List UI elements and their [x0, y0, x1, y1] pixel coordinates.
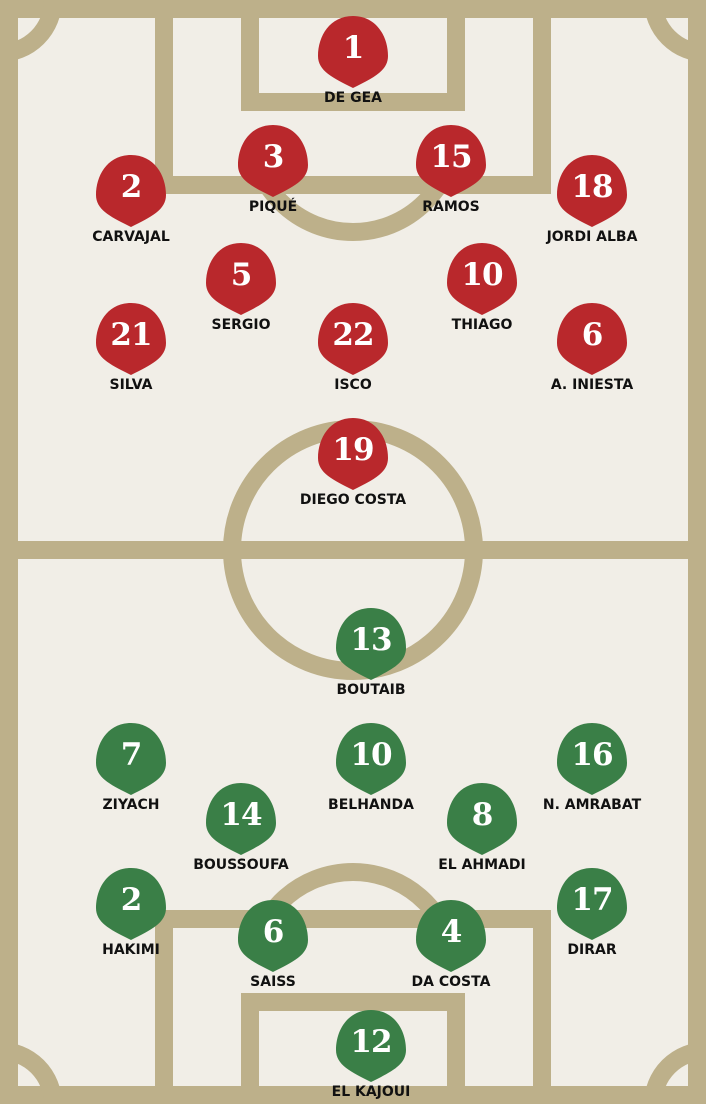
player-name: BOUSSOUFA: [193, 857, 289, 873]
player-name: SILVA: [109, 377, 153, 393]
player-number: 10: [350, 737, 392, 773]
top-penalty-box: [155, 0, 551, 194]
player-name: ISCO: [334, 377, 372, 393]
player-number: 6: [581, 317, 604, 353]
player-number: 2: [120, 882, 143, 918]
shirt-badge-icon: 15: [416, 125, 486, 197]
shirt-badge-icon: 6: [557, 303, 627, 375]
bottom-goal-box: [241, 993, 465, 1104]
shirt-badge-icon: 10: [447, 243, 517, 315]
shirt-badge-icon: 10: [336, 723, 406, 795]
player-name: THIAGO: [451, 317, 513, 333]
bottom-penalty-arc: [262, 863, 444, 910]
player-name: SERGIO: [211, 317, 271, 333]
shirt-badge-icon: 21: [96, 303, 166, 375]
player-number: 13: [350, 622, 392, 658]
player-number: 14: [220, 797, 262, 833]
player-number: 17: [571, 882, 613, 918]
player-name: EL KAJOUI: [331, 1084, 411, 1100]
player-name: JORDI ALBA: [546, 229, 638, 245]
player-number: 10: [461, 257, 503, 293]
shirt-badge-icon: 12: [336, 1010, 406, 1082]
player-name: DA COSTA: [411, 974, 491, 990]
player-number: 4: [440, 914, 463, 950]
player-name: DIEGO COSTA: [299, 492, 407, 508]
player-number: 22: [332, 317, 374, 353]
player-number: 7: [120, 737, 143, 773]
bottom-penalty-box: [155, 910, 551, 1104]
player-number: 15: [430, 139, 472, 175]
top-goal-box: [241, 0, 465, 111]
shirt-badge-icon: 18: [557, 155, 627, 227]
shirt-badge-icon: 19: [318, 418, 388, 490]
player-name: ZIYACH: [102, 797, 160, 813]
shirt-badge-icon: 7: [96, 723, 166, 795]
shirt-badge-icon: 8: [447, 783, 517, 855]
player-name: BELHANDA: [328, 797, 414, 813]
player-number: 12: [350, 1024, 392, 1060]
player-name: RAMOS: [422, 199, 480, 215]
shirt-badge-icon: 17: [557, 868, 627, 940]
player-name: N. AMRABAT: [542, 797, 642, 813]
player-number: 5: [230, 257, 253, 293]
player-number: 16: [571, 737, 613, 773]
shirt-badge-icon: 2: [96, 155, 166, 227]
shirt-badge-icon: 13: [336, 608, 406, 680]
player-number: 2: [120, 169, 143, 205]
player-number: 3: [262, 139, 285, 175]
player-number: 1: [342, 30, 365, 66]
player-name: EL AHMADI: [438, 857, 526, 873]
player-name: SAISS: [250, 974, 296, 990]
shirt-badge-icon: 1: [318, 16, 388, 88]
player-name: DE GEA: [324, 90, 382, 106]
shirt-badge-icon: 4: [416, 900, 486, 972]
player-name: DIRAR: [567, 942, 617, 958]
shirt-badge-icon: 3: [238, 125, 308, 197]
player-number: 21: [110, 317, 152, 353]
top-penalty-arc: [262, 194, 444, 241]
player-name: CARVAJAL: [92, 229, 170, 245]
shirt-badge-icon: 14: [206, 783, 276, 855]
player-number: 19: [332, 432, 374, 468]
shirt-badge-icon: 22: [318, 303, 388, 375]
player-name: BOUTAIB: [336, 682, 406, 698]
player-number: 18: [571, 169, 613, 205]
shirt-badge-icon: 16: [557, 723, 627, 795]
player-name: HAKIMI: [102, 942, 160, 958]
shirt-badge-icon: 5: [206, 243, 276, 315]
player-name: PIQUÉ: [248, 199, 298, 215]
player-number: 6: [262, 914, 285, 950]
shirt-badge-icon: 2: [96, 868, 166, 940]
player-name: A. INIESTA: [550, 377, 634, 393]
shirt-badge-icon: 6: [238, 900, 308, 972]
player-number: 8: [471, 797, 494, 833]
